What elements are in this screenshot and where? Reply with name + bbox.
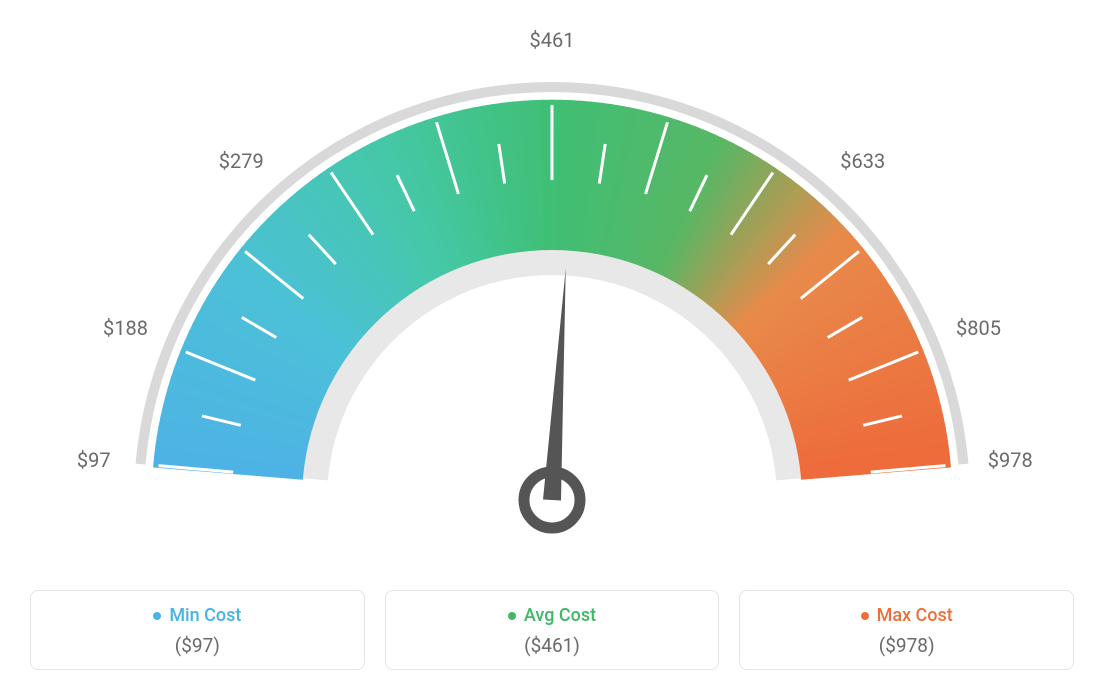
legend-value: ($461): [386, 634, 719, 657]
gauge-tick-label: $279: [219, 149, 264, 173]
gauge-tick-label: $805: [956, 316, 1001, 340]
gauge-tick-label: $978: [988, 448, 1033, 472]
gauge-chart: $97 $188 $279 $461 $633 $805 $978: [0, 0, 1104, 560]
legend-card-avg: Avg Cost ($461): [385, 590, 720, 671]
legend-label: Avg Cost: [524, 605, 596, 626]
legend-value: ($978): [740, 634, 1073, 657]
gauge-tick-label: $461: [530, 28, 575, 52]
legend-card-min: Min Cost ($97): [30, 590, 365, 671]
gauge-tick-label: $97: [77, 448, 111, 472]
dot-icon: [153, 612, 161, 620]
legend-value: ($97): [31, 634, 364, 657]
gauge-svg: [0, 0, 1104, 560]
dot-icon: [861, 612, 869, 620]
legend-label: Min Cost: [169, 605, 241, 626]
gauge-tick-label: $633: [840, 149, 885, 173]
legend-label: Max Cost: [877, 605, 953, 626]
legend-title-min: Min Cost: [153, 605, 241, 626]
gauge-tick-label: $188: [103, 316, 148, 340]
legend-row: Min Cost ($97) Avg Cost ($461) Max Cost …: [0, 590, 1104, 671]
legend-title-avg: Avg Cost: [508, 605, 596, 626]
legend-card-max: Max Cost ($978): [739, 590, 1074, 671]
dot-icon: [508, 612, 516, 620]
legend-title-max: Max Cost: [861, 605, 953, 626]
